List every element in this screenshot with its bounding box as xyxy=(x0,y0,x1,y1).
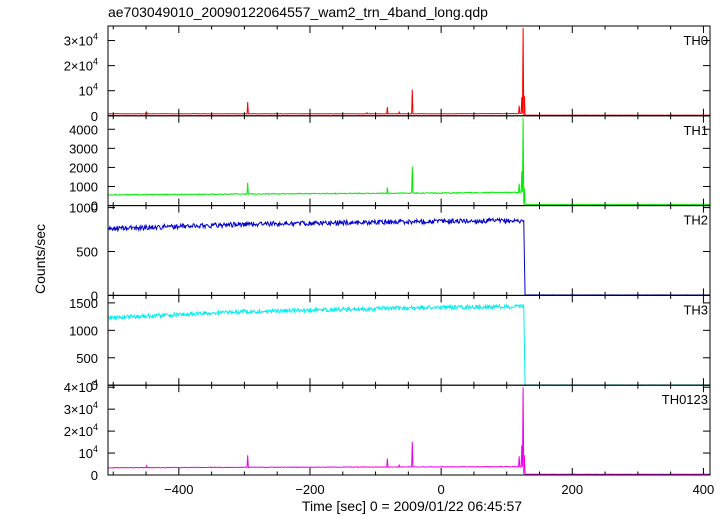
y-tick-label: 0 xyxy=(91,378,98,393)
panel-label-th0: TH0 xyxy=(683,33,708,48)
y-tick-label: 2×104 xyxy=(64,422,98,439)
y-tick-label: 3×104 xyxy=(64,400,98,417)
panel-frame-th0123 xyxy=(107,384,711,476)
x-tick-label: 400 xyxy=(693,482,715,497)
y-tick-label: 4×104 xyxy=(64,378,98,395)
y-tick-label: 0 xyxy=(91,109,98,124)
series-line-th0123 xyxy=(107,387,711,475)
y-tick-label: 0 xyxy=(91,288,98,303)
series-line-th2 xyxy=(107,216,711,296)
panel-label-th2: TH2 xyxy=(683,213,708,228)
panel-label-th0123: TH0123 xyxy=(662,392,708,407)
series-line-th3 xyxy=(107,303,710,386)
y-tick-label: 2×104 xyxy=(64,57,98,74)
series-line-th1 xyxy=(107,117,711,206)
panel-frame-th3 xyxy=(107,294,711,386)
x-tick-label: −400 xyxy=(164,482,193,497)
y-tick-label: 3×104 xyxy=(64,32,98,49)
y-tick-label: 1500 xyxy=(69,296,98,311)
y-tick-label: 1000 xyxy=(69,180,98,195)
y-tick-label: 1000 xyxy=(69,201,98,216)
panel-frame-th1 xyxy=(107,115,711,207)
y-tick-label: 500 xyxy=(76,351,98,366)
y-tick-label: 3000 xyxy=(69,141,98,156)
y-tick-label: 0 xyxy=(91,199,98,214)
chart-title: ae703049010_20090122064557_wam2_trn_4ban… xyxy=(108,4,488,20)
panel-label-th3: TH3 xyxy=(683,302,708,317)
y-tick-label: 0 xyxy=(91,468,98,483)
x-axis-label: Time [sec] 0 = 2009/01/22 06:45:57 xyxy=(302,498,522,514)
y-tick-label: 500 xyxy=(76,245,98,260)
panel-label-th1: TH1 xyxy=(683,123,708,138)
x-tick-label: 200 xyxy=(561,482,583,497)
series-line-th0 xyxy=(107,27,711,116)
x-tick-label: −200 xyxy=(295,482,324,497)
panel-frame-th0 xyxy=(107,25,711,117)
x-tick-label: 0 xyxy=(438,482,445,497)
y-tick-label: 4000 xyxy=(69,122,98,137)
y-axis-label: Counts/sec xyxy=(32,224,48,294)
y-tick-label: 104 xyxy=(79,82,98,99)
y-tick-label: 104 xyxy=(79,444,98,461)
y-tick-label: 2000 xyxy=(69,160,98,175)
y-tick-label: 1000 xyxy=(69,323,98,338)
